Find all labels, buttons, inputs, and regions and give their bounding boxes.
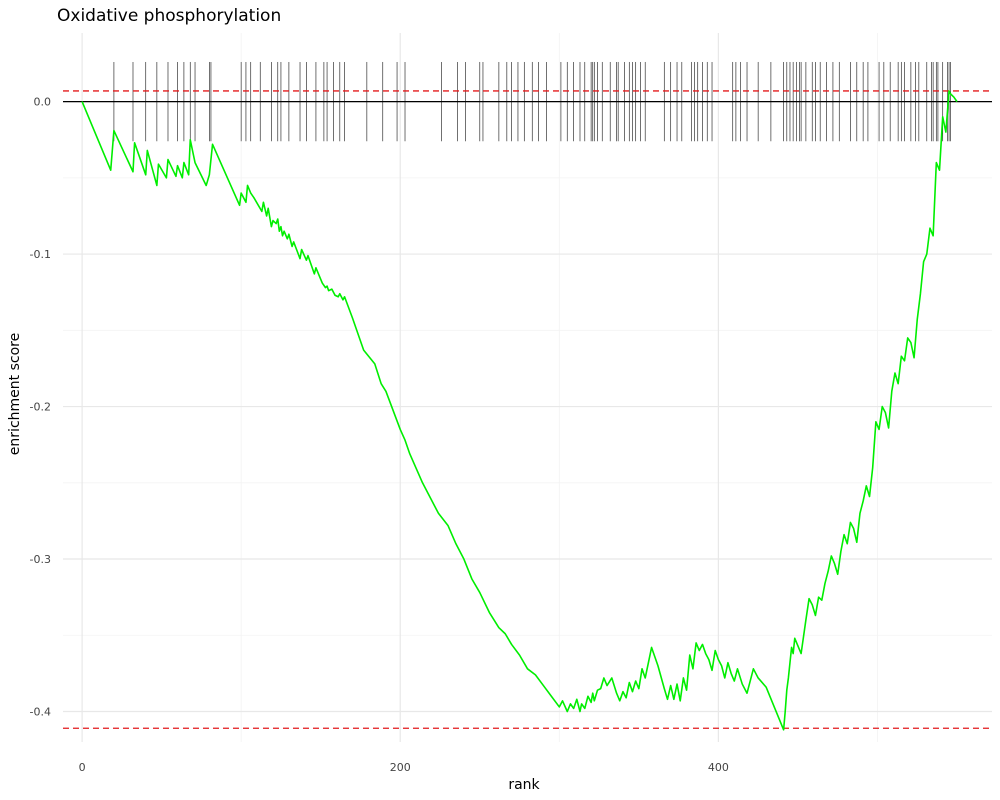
x-axis-title: rank (508, 777, 540, 793)
chart-title: Oxidative phosphorylation (57, 6, 281, 26)
grid (63, 33, 992, 742)
y-tick-label: -0.2 (30, 401, 51, 414)
y-tick-label: -0.4 (30, 706, 51, 719)
y-tick-label: -0.1 (30, 248, 51, 261)
x-axis-ticks: 0 200 400 (79, 761, 729, 774)
y-tick-label: -0.3 (30, 553, 51, 566)
x-tick-label: 200 (390, 761, 411, 774)
enrichment-score-line (81, 90, 958, 731)
reference-lines (63, 90, 992, 729)
y-axis-ticks: 0.0 -0.1 -0.2 -0.3 -0.4 (30, 96, 51, 719)
y-axis-title: enrichment score (7, 333, 23, 455)
y-tick-label: 0.0 (34, 96, 52, 109)
series (81, 90, 958, 731)
x-tick-label: 0 (79, 761, 86, 774)
x-tick-label: 400 (708, 761, 729, 774)
